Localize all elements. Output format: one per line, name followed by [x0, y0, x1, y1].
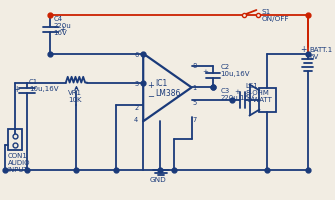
Text: IC1
LM386: IC1 LM386 [155, 79, 180, 98]
Text: 3: 3 [134, 81, 138, 87]
Text: BATT.1
6V: BATT.1 6V [310, 47, 333, 60]
Text: +: + [59, 25, 65, 34]
Text: 5: 5 [193, 100, 197, 106]
Text: +: + [202, 69, 208, 75]
Bar [259, 88, 276, 112]
Text: 1: 1 [193, 85, 197, 91]
Text: 4: 4 [134, 117, 138, 123]
Text: 7: 7 [193, 117, 197, 123]
Text: C3
220u,16V: C3 220u,16V [221, 88, 254, 101]
Text: +: + [13, 85, 20, 94]
Text: −: − [147, 92, 154, 101]
Text: CON1
AUDIO
INPUT: CON1 AUDIO INPUT [8, 153, 30, 173]
Text: C4
220u
16V: C4 220u 16V [53, 16, 71, 36]
Bar [8, 129, 22, 150]
Text: S1
ON/OFF: S1 ON/OFF [261, 9, 289, 22]
Text: 6: 6 [134, 52, 138, 58]
Text: C2
10u,16V: C2 10u,16V [221, 64, 250, 77]
Text: +: + [147, 81, 154, 90]
Text: C1
10u,16V: C1 10u,16V [29, 79, 59, 92]
Text: GND: GND [150, 177, 167, 183]
Text: +: + [300, 45, 306, 54]
Text: 8: 8 [193, 63, 197, 69]
Text: 2: 2 [134, 105, 138, 111]
Text: VR1
10K: VR1 10K [68, 90, 82, 103]
Text: LS1
8-OHM
1-WATT: LS1 8-OHM 1-WATT [246, 83, 272, 103]
Text: +: + [234, 89, 240, 95]
